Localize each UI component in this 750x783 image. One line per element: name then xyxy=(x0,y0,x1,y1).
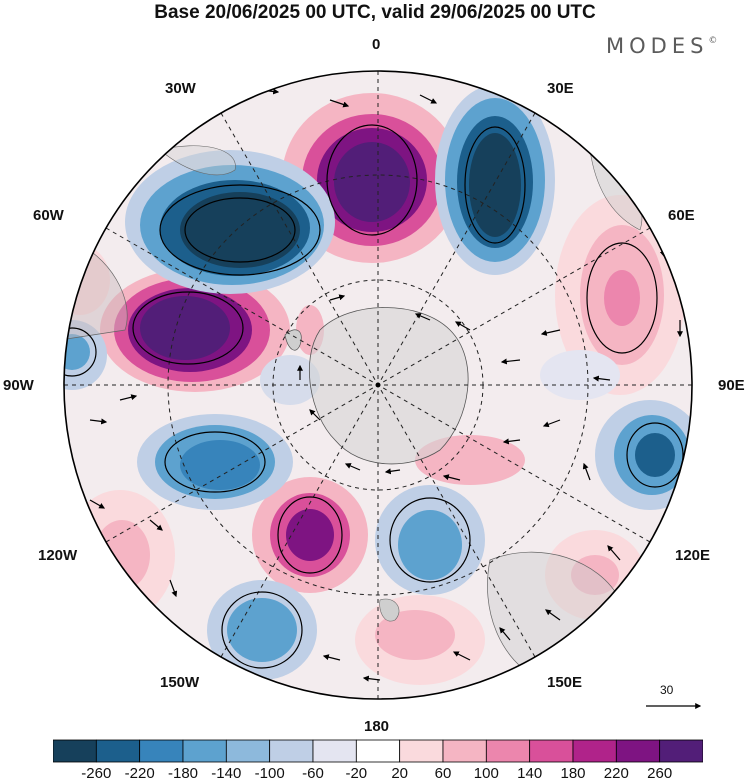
colorbar-swatch xyxy=(615,739,661,763)
lon-label-90w: 90W xyxy=(3,377,34,394)
colorbar-swatch xyxy=(659,739,703,763)
colorbar-swatch xyxy=(529,739,574,763)
colorbar xyxy=(53,739,703,763)
map-border xyxy=(63,70,693,700)
lon-label-150e: 150E xyxy=(547,674,583,691)
reference-vector-label: 30 xyxy=(660,683,674,697)
colorbar-tick-label: -260 xyxy=(81,765,112,782)
lon-label-0: 0 xyxy=(372,36,381,53)
colorbar-swatch xyxy=(442,739,487,763)
colorbar-swatch xyxy=(182,739,227,763)
lon-label-90e: 90E xyxy=(718,377,745,394)
lon-label-120e: 120E xyxy=(675,547,711,564)
colorbar-tick-label: -140 xyxy=(211,765,242,782)
colorbar-swatch xyxy=(485,739,531,763)
wind-vectors xyxy=(64,88,684,682)
colorbar-swatch xyxy=(269,739,314,763)
colorbar-swatch xyxy=(139,739,184,763)
colorbar-tick-label: 100 xyxy=(473,765,499,782)
lon-label-60w: 60W xyxy=(33,207,64,224)
colorbar-tick-label: -60 xyxy=(302,765,324,782)
lon-label-120w: 120W xyxy=(38,547,78,564)
colorbar-tick-label: 20 xyxy=(391,765,409,782)
pole-marker xyxy=(375,382,381,388)
map-title: Base 20/06/2025 00 UTC, valid 29/06/2025… xyxy=(154,2,596,23)
colorbar-swatch xyxy=(572,739,617,763)
modes-logo: MODES© xyxy=(606,34,717,58)
colorbar-swatch xyxy=(399,739,444,763)
colorbar-tick-label: 60 xyxy=(434,765,452,782)
lon-label-30w: 30W xyxy=(165,80,196,97)
colorbar-swatch xyxy=(355,739,401,763)
field-shading xyxy=(64,71,692,699)
colorbar-swatch xyxy=(312,739,357,763)
copyright-mark: © xyxy=(708,36,718,46)
colorbar-swatch xyxy=(95,739,141,763)
lon-label-180: 180 xyxy=(364,718,390,735)
colorbar-tick-label: 260 xyxy=(647,765,673,782)
colorbar-tick-label: -220 xyxy=(124,765,155,782)
colorbar-swatch xyxy=(53,739,97,763)
colorbar-tick-label: -180 xyxy=(167,765,199,782)
colorbar-tick-label: 220 xyxy=(603,765,629,782)
lon-label-60e: 60E xyxy=(668,207,695,224)
colorbar-swatch xyxy=(225,739,271,763)
brand-text: MODES xyxy=(606,34,709,58)
colorbar-tick-label: 180 xyxy=(560,765,586,782)
colorbar-tick-label: -100 xyxy=(254,765,285,782)
lon-label-150w: 150W xyxy=(160,674,200,691)
colorbar-tick-label: -20 xyxy=(345,765,368,782)
lon-label-30e: 30E xyxy=(547,80,574,97)
colorbar-tick-label: 140 xyxy=(517,765,543,782)
